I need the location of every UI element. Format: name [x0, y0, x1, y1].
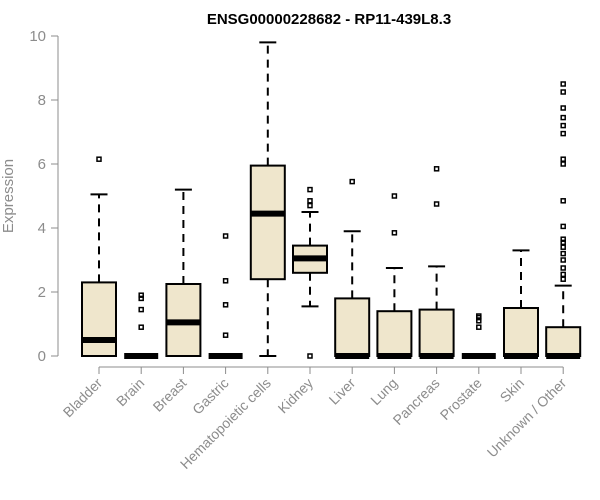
x-tick-label: Prostate	[437, 375, 485, 423]
outlier-point	[560, 122, 566, 129]
y-axis: 0 2 4 6 8 10	[29, 28, 59, 365]
outlier-point	[307, 186, 313, 193]
box-gastric	[208, 233, 243, 359]
x-tick-label: Kidney	[275, 375, 317, 417]
outlier-point	[560, 81, 566, 87]
outlier-point	[560, 257, 566, 263]
x-tick-label: Skin	[497, 375, 528, 406]
x-tick-label: Lung	[367, 375, 400, 408]
y-tick-label: 4	[38, 220, 46, 237]
box-body	[249, 164, 286, 281]
box-body	[334, 297, 371, 357]
y-tick-label: 2	[38, 284, 46, 301]
box-body	[376, 310, 413, 358]
y-axis-label: Expression	[0, 159, 17, 233]
box-hematopoietic-cells	[249, 41, 286, 357]
outlier-point	[138, 324, 144, 330]
x-tick-label: Pancreas	[390, 375, 443, 428]
x-tick-label: Bladder	[60, 375, 106, 421]
box-body	[545, 326, 582, 358]
y-tick-label: 10	[29, 28, 46, 45]
box-series	[81, 41, 582, 359]
outlier-point	[349, 178, 355, 185]
outlier-point	[560, 276, 566, 282]
outlier-point	[560, 250, 566, 257]
box-unknown-other	[545, 81, 582, 359]
outlier-point	[476, 313, 482, 319]
outlier-point	[222, 233, 229, 239]
box-brain	[124, 292, 159, 359]
y-tick-label: 6	[38, 156, 46, 173]
outlier-point	[222, 278, 229, 284]
outlier-point	[391, 193, 398, 199]
outlier-point	[560, 236, 566, 242]
box-body	[81, 281, 117, 357]
outlier-point	[560, 239, 566, 246]
x-tick-label: Brain	[113, 375, 147, 409]
box-liver	[334, 178, 371, 359]
outlier-point	[96, 156, 102, 162]
box-lung	[376, 193, 413, 359]
outlier-point	[560, 198, 566, 204]
box-pancreas	[418, 166, 455, 359]
outlier-point	[476, 318, 482, 324]
outlier-point	[560, 161, 566, 167]
outlier-point	[307, 198, 313, 204]
x-tick-label: Breast	[150, 375, 190, 415]
outlier-point	[307, 353, 313, 359]
box-breast	[165, 188, 202, 357]
outlier-point	[560, 156, 566, 162]
outlier-point	[560, 265, 566, 271]
box-skin	[503, 249, 539, 359]
x-tick-label: Liver	[326, 375, 359, 408]
outlier-point	[560, 89, 566, 95]
outlier-point	[138, 292, 144, 298]
box-bladder	[81, 156, 117, 357]
outlier-point	[138, 295, 144, 302]
outlier-point	[307, 202, 313, 209]
outlier-point	[476, 324, 482, 330]
box-prostate	[461, 313, 496, 359]
outlier-point	[560, 105, 566, 111]
outlier-point	[560, 130, 566, 137]
outlier-point	[560, 271, 566, 278]
outlier-point	[138, 306, 144, 313]
outlier-point	[560, 114, 566, 121]
box-body	[418, 308, 455, 358]
outlier-point	[433, 166, 440, 172]
y-tick-label: 8	[38, 92, 46, 109]
box-kidney	[292, 186, 328, 359]
outlier-point	[391, 230, 398, 236]
outlier-point	[222, 332, 229, 338]
outlier-point	[560, 244, 566, 250]
x-tick-label: Unknown / Other	[484, 375, 570, 461]
outlier-point	[222, 302, 229, 308]
chart-title: ENSG00000228682 - RP11-439L8.3	[207, 11, 451, 28]
outlier-point	[560, 223, 566, 230]
y-tick-label: 0	[38, 348, 46, 365]
box-body	[503, 307, 539, 357]
outlier-point	[433, 201, 440, 207]
